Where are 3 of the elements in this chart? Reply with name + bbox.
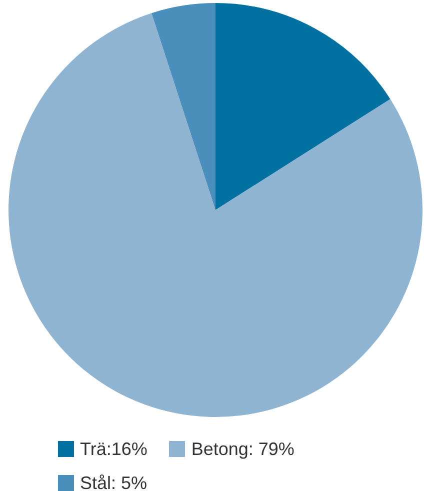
legend-label: Betong: 79% <box>191 438 294 460</box>
legend-label: Trä:16% <box>80 438 148 460</box>
legend-label: Stål: 5% <box>80 472 148 491</box>
